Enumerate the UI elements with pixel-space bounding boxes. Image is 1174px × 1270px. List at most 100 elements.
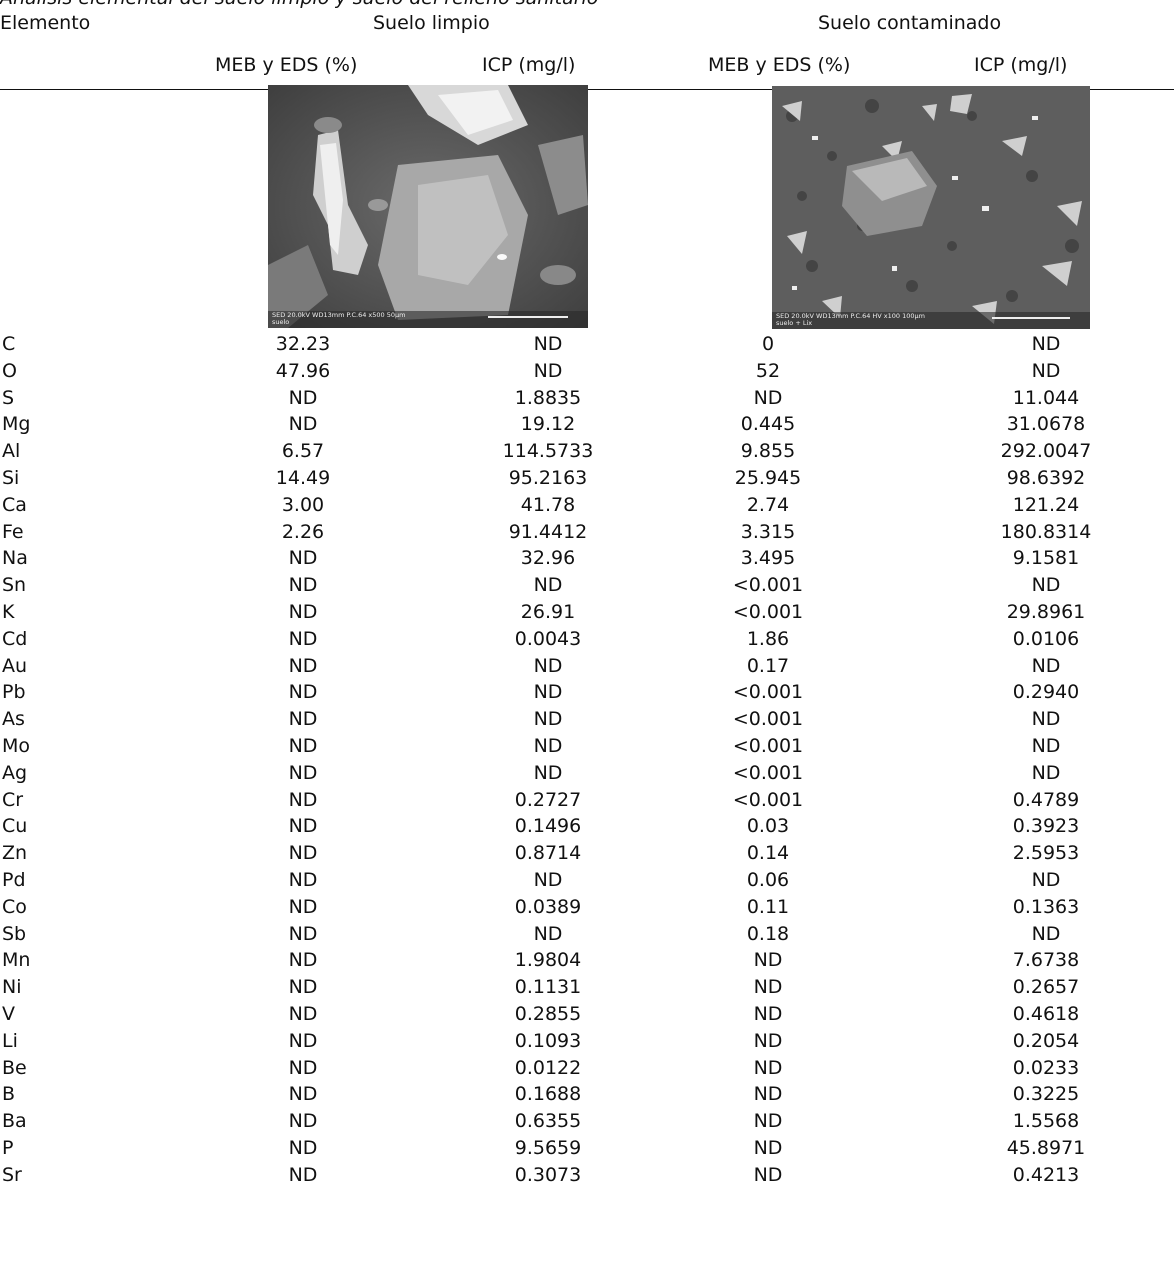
cell-meb-clean: ND (233, 949, 373, 971)
cell-icp-clean: 0.1131 (478, 976, 618, 998)
cell-icp-cont: 1.5568 (976, 1110, 1116, 1132)
sem-image-clean-soil: SED 20.0kV WD13mm P.C.64 x500 50µm suelo (268, 85, 588, 328)
cell-icp-clean: ND (478, 574, 618, 596)
cell-meb-cont: <0.001 (698, 762, 838, 784)
cell-icp-clean: ND (478, 869, 618, 891)
cell-icp-clean: 91.4412 (478, 521, 618, 543)
cell-meb-clean: ND (233, 1110, 373, 1132)
cell-icp-cont: ND (976, 762, 1116, 784)
cell-meb-cont: 3.495 (698, 547, 838, 569)
element-symbol: Mo (2, 735, 30, 757)
sem-clean-graphic (268, 85, 588, 328)
cell-meb-clean: ND (233, 601, 373, 623)
header-icp-clean: ICP (mg/l) (482, 54, 575, 76)
cell-meb-cont: <0.001 (698, 681, 838, 703)
element-symbol: K (2, 601, 14, 623)
cell-meb-cont: 0.445 (698, 413, 838, 435)
cell-meb-cont: 3.315 (698, 521, 838, 543)
element-symbol: Pb (2, 681, 26, 703)
cell-icp-cont: ND (976, 923, 1116, 945)
cell-meb-clean: ND (233, 842, 373, 864)
cell-meb-clean: ND (233, 1137, 373, 1159)
cell-icp-clean: ND (478, 708, 618, 730)
cell-icp-cont: 0.2054 (976, 1030, 1116, 1052)
cell-icp-clean: 32.96 (478, 547, 618, 569)
cell-meb-cont: <0.001 (698, 601, 838, 623)
cell-icp-cont: 0.2657 (976, 976, 1116, 998)
header-elemento: Elemento (0, 12, 90, 34)
cell-icp-cont: 9.1581 (976, 547, 1116, 569)
header-group-clean: Suelo limpio (373, 12, 490, 34)
element-symbol: P (2, 1137, 13, 1159)
cell-icp-clean: 0.6355 (478, 1110, 618, 1132)
element-symbol: Pd (2, 869, 26, 891)
cell-icp-cont: 0.3923 (976, 815, 1116, 837)
cell-meb-cont: ND (698, 1164, 838, 1186)
cell-icp-cont: ND (976, 735, 1116, 757)
element-symbol: S (2, 387, 14, 409)
cell-icp-cont: 7.6738 (976, 949, 1116, 971)
cell-meb-clean: 2.26 (233, 521, 373, 543)
cell-meb-clean: ND (233, 789, 373, 811)
cell-icp-cont: 29.8961 (976, 601, 1116, 623)
cell-meb-clean: ND (233, 1164, 373, 1186)
cell-icp-clean: 114.5733 (478, 440, 618, 462)
sem-clean-scale-label: SED 20.0kV WD13mm P.C.64 x500 50µm suelo (272, 312, 405, 326)
cell-icp-clean: ND (478, 681, 618, 703)
element-symbol: V (2, 1003, 15, 1025)
cell-icp-clean: 26.91 (478, 601, 618, 623)
cell-icp-clean: ND (478, 360, 618, 382)
cell-meb-cont: 0 (698, 333, 838, 355)
element-symbol: Sb (2, 923, 26, 945)
cell-meb-cont: ND (698, 1110, 838, 1132)
cell-meb-clean: ND (233, 1057, 373, 1079)
cell-icp-clean: 0.0043 (478, 628, 618, 650)
header-meb-cont: MEB y EDS (%) (708, 54, 850, 76)
element-symbol: C (2, 333, 15, 355)
cell-meb-cont: ND (698, 1083, 838, 1105)
cell-meb-cont: 0.17 (698, 655, 838, 677)
element-symbol: Ag (2, 762, 27, 784)
cell-icp-clean: 0.1496 (478, 815, 618, 837)
cell-meb-cont: ND (698, 387, 838, 409)
cell-icp-cont: 11.044 (976, 387, 1116, 409)
cell-icp-clean: ND (478, 333, 618, 355)
sem-contaminated-graphic (772, 86, 1090, 329)
cell-meb-cont: 9.855 (698, 440, 838, 462)
cell-icp-clean: ND (478, 923, 618, 945)
cell-meb-cont: ND (698, 1137, 838, 1159)
cell-icp-cont: 0.0233 (976, 1057, 1116, 1079)
cell-icp-cont: 0.3225 (976, 1083, 1116, 1105)
cell-meb-clean: ND (233, 387, 373, 409)
cell-meb-clean: ND (233, 628, 373, 650)
cell-meb-cont: <0.001 (698, 789, 838, 811)
cell-meb-clean: ND (233, 869, 373, 891)
cell-icp-cont: ND (976, 360, 1116, 382)
cell-icp-cont: 0.0106 (976, 628, 1116, 650)
element-symbol: Be (2, 1057, 27, 1079)
cell-icp-cont: 121.24 (976, 494, 1116, 516)
cell-meb-cont: 2.74 (698, 494, 838, 516)
cell-icp-cont: 31.0678 (976, 413, 1116, 435)
cell-meb-clean: ND (233, 708, 373, 730)
cell-meb-cont: <0.001 (698, 708, 838, 730)
element-symbol: B (2, 1083, 15, 1105)
cell-meb-cont: ND (698, 976, 838, 998)
element-symbol: Sr (2, 1164, 22, 1186)
cell-meb-cont: ND (698, 1030, 838, 1052)
cell-icp-clean: 0.3073 (478, 1164, 618, 1186)
cell-icp-cont: ND (976, 869, 1116, 891)
cell-icp-clean: 0.0122 (478, 1057, 618, 1079)
cell-meb-clean: 32.23 (233, 333, 373, 355)
cell-icp-clean: 0.1688 (478, 1083, 618, 1105)
cell-meb-cont: 0.11 (698, 896, 838, 918)
element-symbol: Sn (2, 574, 26, 596)
element-symbol: Ni (2, 976, 22, 998)
cell-icp-clean: ND (478, 655, 618, 677)
cell-meb-cont: 25.945 (698, 467, 838, 489)
element-symbol: Ca (2, 494, 27, 516)
header-group-contaminated: Suelo contaminado (818, 12, 1001, 34)
cell-meb-cont: 0.03 (698, 815, 838, 837)
cell-icp-cont: 0.4789 (976, 789, 1116, 811)
cell-meb-clean: ND (233, 574, 373, 596)
